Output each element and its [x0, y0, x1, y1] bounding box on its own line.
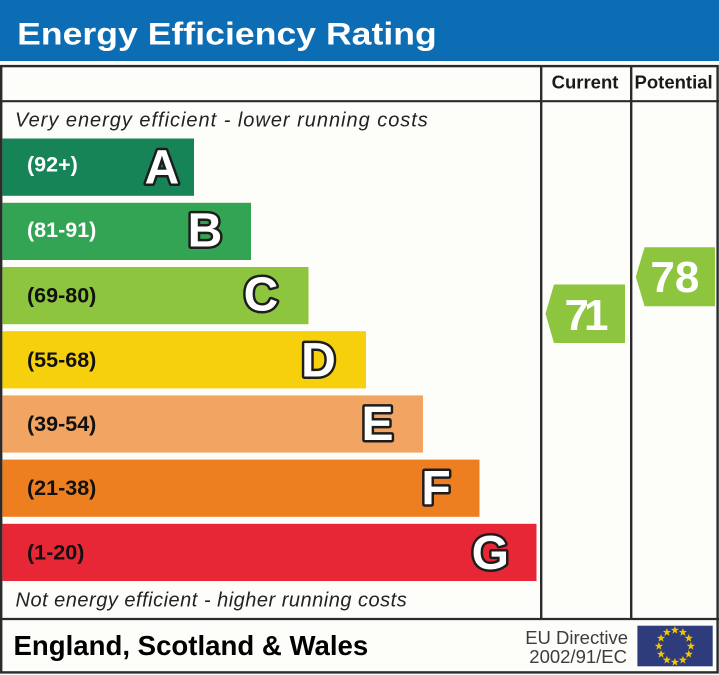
svg-text:(21-38): (21-38) [27, 476, 96, 500]
svg-text:2002/91/EC: 2002/91/EC [529, 646, 627, 667]
svg-text:(1-20): (1-20) [27, 540, 84, 564]
svg-text:Not energy efficient - higher: Not energy efficient - higher running co… [16, 590, 408, 612]
svg-text:F: F [421, 462, 450, 515]
svg-text:G: G [472, 527, 509, 580]
svg-text:Very energy efficient - lower: Very energy efficient - lower running co… [15, 110, 429, 132]
svg-text:D: D [301, 335, 336, 388]
svg-text:(92+): (92+) [27, 152, 78, 176]
svg-text:Potential: Potential [635, 71, 713, 92]
svg-text:E: E [361, 398, 393, 451]
svg-text:78: 78 [650, 253, 699, 302]
svg-text:(81-91): (81-91) [27, 218, 96, 242]
svg-text:B: B [188, 205, 223, 258]
svg-text:Energy Efficiency Rating: Energy Efficiency Rating [17, 17, 437, 52]
svg-text:England, Scotland & Wales: England, Scotland & Wales [14, 630, 369, 661]
svg-text:Current: Current [552, 71, 619, 92]
svg-text:(39-54): (39-54) [27, 412, 96, 436]
svg-text:(55-68): (55-68) [27, 348, 96, 372]
svg-text:EU Directive: EU Directive [525, 627, 628, 648]
svg-text:C: C [244, 269, 279, 322]
svg-text:A: A [145, 142, 180, 195]
svg-text:71: 71 [565, 291, 608, 340]
svg-text:(69-80): (69-80) [27, 284, 96, 308]
